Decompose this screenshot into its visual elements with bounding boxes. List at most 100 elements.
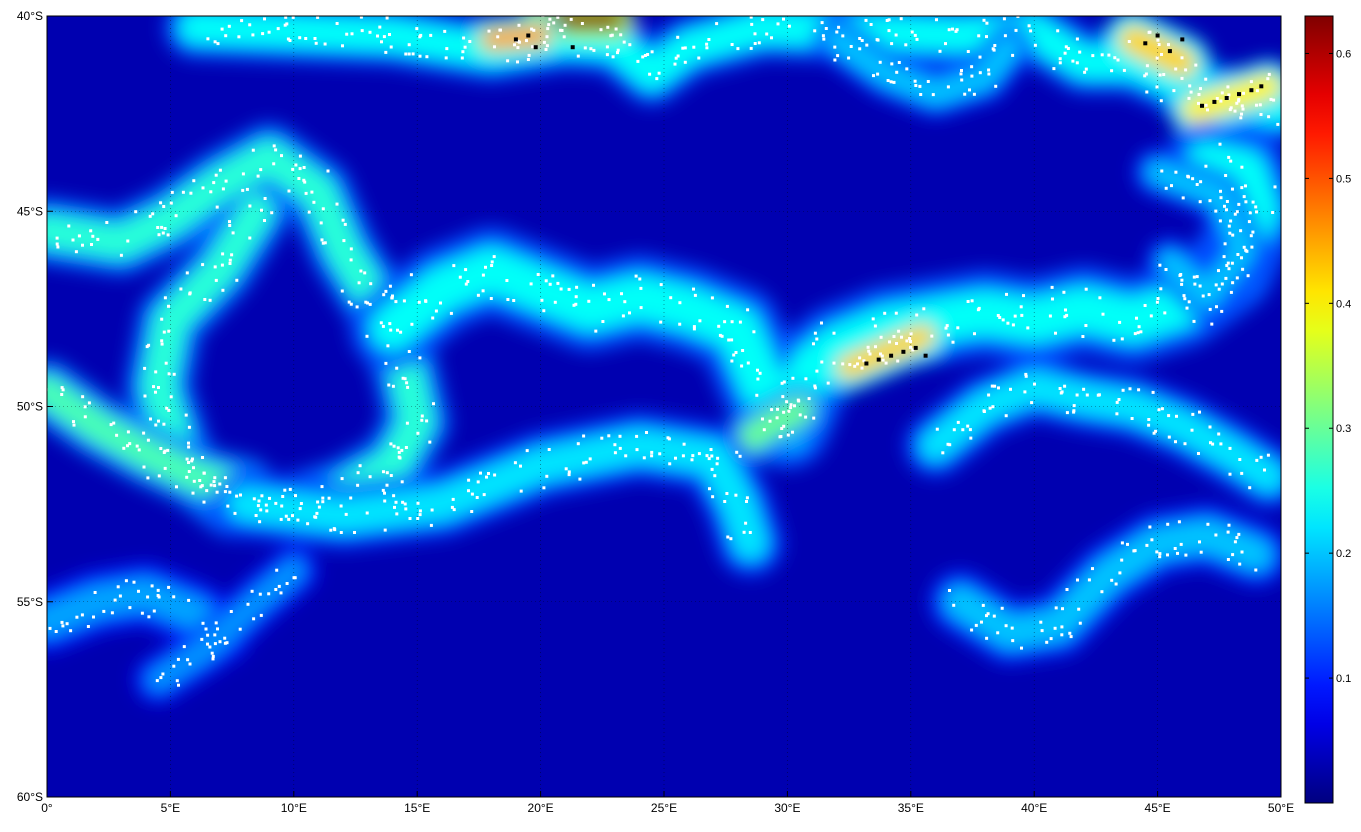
float-marker [710,467,714,471]
float-marker [1220,91,1224,95]
float-marker [894,311,898,315]
float-marker [1020,313,1024,317]
float-marker [1159,99,1163,103]
float-marker [548,282,552,286]
float-marker [54,630,58,633]
float-marker [785,400,789,404]
float-marker [970,299,974,303]
float-marker [791,430,794,434]
float-marker [395,512,399,516]
float-marker [124,579,128,583]
float-marker [340,477,344,481]
float-marker [1226,530,1230,534]
float-marker [1005,292,1008,296]
float-marker [919,93,923,96]
float-marker [356,471,360,475]
float-marker [386,344,390,348]
float-marker [710,454,714,458]
float-marker [190,459,194,463]
float-marker [314,41,318,45]
float-marker [221,252,225,256]
float-marker [890,62,894,66]
float-marker [813,384,817,388]
float-marker [298,36,302,40]
float-marker [245,187,249,191]
float-marker [406,385,410,389]
front-north-lobe [824,27,1022,107]
float-marker [628,311,631,315]
float-marker [384,289,388,293]
float-marker [1211,442,1215,446]
float-marker [881,358,885,362]
float-marker [1052,67,1056,71]
float-marker [770,408,774,412]
lon-tick-label: 15°E [404,801,430,815]
float-marker [216,627,219,631]
float-marker [1248,211,1252,215]
float-marker [621,314,625,318]
float-marker [526,58,530,61]
float-marker [277,584,281,588]
float-marker [86,625,90,628]
float-marker [960,78,964,82]
float-marker [977,34,981,38]
float-marker [1227,224,1231,228]
float-marker [1229,219,1233,223]
float-marker [513,461,517,465]
float-marker [897,329,901,333]
float-marker [1049,637,1053,641]
float-marker [240,19,244,23]
float-marker [434,309,438,313]
float-marker [187,425,191,429]
float-marker [177,683,180,687]
float-marker [1128,387,1132,391]
float-marker [378,25,382,29]
float-marker [650,450,654,454]
float-marker [516,60,519,64]
float-marker [56,245,60,249]
float-marker [1240,186,1244,190]
float-marker [1114,582,1118,586]
float-marker [951,27,954,31]
float-marker [746,361,750,365]
float-marker [897,61,901,64]
front-50S-east [919,370,1281,493]
float-marker [1160,53,1163,56]
float-marker [860,39,864,42]
float-marker [1078,621,1082,625]
float-marker [622,40,626,44]
float-marker [383,491,386,495]
float-marker [1191,177,1195,181]
float-marker [744,521,748,525]
float-marker [388,33,391,36]
float-marker [1239,229,1243,233]
float-marker [1063,384,1067,388]
float-marker [992,48,996,52]
float-marker [335,22,339,25]
float-marker [909,332,913,336]
float-marker [1145,64,1149,68]
float-marker [659,320,663,324]
float-marker [988,406,992,410]
float-marker [468,40,472,43]
float-marker [697,56,701,60]
float-marker [715,22,719,26]
float-marker [210,651,214,655]
float-marker [395,366,399,370]
float-marker [1072,404,1076,408]
float-marker [281,495,285,498]
float-marker [404,446,408,449]
float-marker [815,369,819,373]
float-marker [985,35,988,39]
float-marker [884,361,888,365]
float-marker [81,243,84,247]
float-marker [833,58,837,62]
float-marker [996,631,1000,635]
float-marker [284,16,288,19]
float-marker [356,483,360,487]
float-marker [214,621,218,625]
float-marker [1120,541,1124,545]
float-marker [1224,174,1228,177]
float-marker [1126,542,1129,546]
